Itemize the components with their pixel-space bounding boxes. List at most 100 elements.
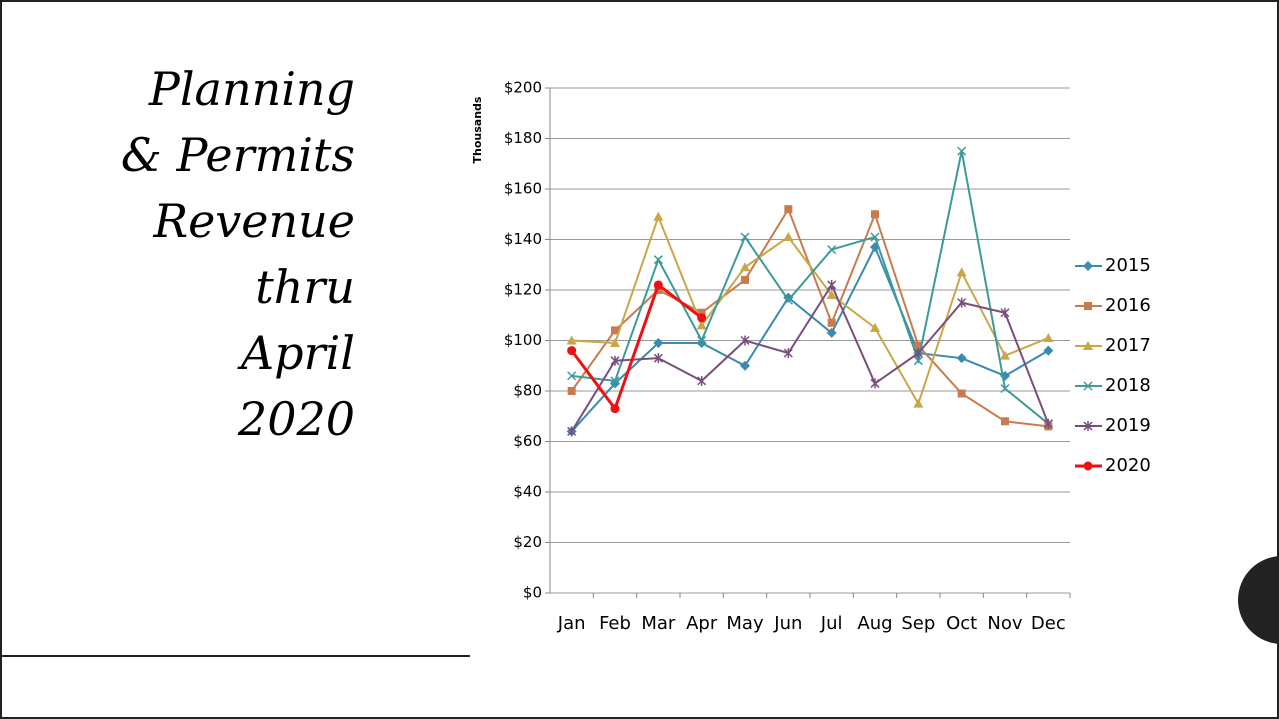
x-tick-label: Sep [901, 613, 935, 634]
legend-label: 2019 [1105, 415, 1151, 436]
marker [567, 387, 576, 395]
x-tick-label: Jan [557, 613, 586, 634]
legend-label: 2017 [1105, 335, 1151, 356]
marker [870, 378, 880, 389]
marker [870, 232, 880, 242]
series-line [570, 282, 1050, 432]
marker [870, 322, 880, 332]
marker [913, 348, 923, 359]
y-tick-label: $80 [513, 382, 542, 400]
legend-marker [1083, 341, 1093, 350]
x-tick-label: Oct [946, 613, 977, 634]
slide-title-line: Revenue [152, 194, 355, 248]
marker [740, 360, 750, 371]
marker [697, 308, 706, 317]
marker [826, 290, 837, 300]
marker [696, 320, 707, 330]
marker [741, 275, 749, 284]
marker [913, 356, 923, 366]
marker [653, 211, 664, 221]
marker [956, 353, 967, 364]
marker [957, 146, 967, 156]
y-tick-label: $100 [504, 331, 542, 349]
marker [740, 232, 750, 242]
marker [567, 346, 577, 356]
x-tick-label: Apr [686, 613, 718, 634]
decor-circle [1238, 556, 1279, 644]
x-tick-label: Dec [1031, 613, 1066, 634]
legend-label: 2018 [1105, 375, 1151, 396]
marker [1000, 350, 1010, 360]
marker [653, 255, 663, 265]
marker [871, 210, 879, 219]
marker [784, 205, 793, 214]
y-tick-label: $40 [513, 483, 542, 501]
x-tick-label: Jul [820, 613, 843, 634]
marker [653, 280, 663, 290]
marker [914, 341, 923, 350]
x-tick-label: Mar [641, 613, 676, 634]
marker [610, 338, 620, 348]
y-tick-label: $60 [513, 432, 542, 450]
marker [610, 376, 620, 386]
y-tick-label: $0 [523, 584, 542, 602]
x-tick-label: Nov [987, 613, 1022, 634]
marker [1000, 307, 1010, 318]
series-line [571, 150, 1049, 425]
y-tick-label: $200 [504, 79, 542, 97]
marker [783, 231, 794, 241]
marker [913, 398, 924, 408]
legend-marker [1083, 381, 1093, 391]
y-tick-label: $20 [513, 533, 542, 551]
x-tick-label: Jun [773, 613, 802, 634]
marker [654, 286, 663, 294]
series-line [571, 213, 1049, 407]
marker [1043, 345, 1054, 356]
marker [610, 404, 620, 414]
y-tick-label: $160 [504, 180, 542, 198]
series-line [570, 244, 1049, 433]
legend-label: 2015 [1105, 255, 1151, 276]
marker [1043, 418, 1053, 429]
legend-marker [1083, 261, 1093, 271]
slide-title-line: & Permits [121, 128, 355, 182]
legend-label: 2020 [1105, 455, 1151, 476]
marker [957, 389, 966, 398]
marker [827, 245, 837, 255]
y-tick-label: $120 [504, 281, 542, 299]
marker [697, 335, 707, 346]
marker [567, 426, 577, 437]
legend-label: 2016 [1105, 295, 1151, 316]
marker [1001, 417, 1009, 426]
x-tick-label: May [726, 613, 764, 634]
marker [653, 353, 663, 364]
marker [696, 338, 707, 349]
legend-marker [1083, 461, 1093, 471]
slide-title-line: 2020 [237, 392, 355, 446]
x-tick-label: Feb [599, 613, 631, 634]
y-axis-label: Thousands [471, 96, 484, 163]
marker [610, 355, 620, 366]
marker [566, 335, 577, 345]
series-line [570, 282, 703, 412]
marker [1043, 332, 1054, 342]
marker [826, 327, 837, 338]
y-tick-label: $180 [504, 129, 542, 147]
slide-title-line: April [237, 326, 355, 380]
legend-marker [1083, 421, 1093, 431]
marker [827, 318, 836, 327]
marker [697, 313, 707, 323]
y-tick-label: $140 [504, 230, 542, 248]
marker [611, 326, 619, 335]
marker [740, 262, 750, 272]
marker [957, 297, 967, 308]
marker [956, 267, 967, 277]
marker [697, 375, 707, 386]
legend-marker [1084, 302, 1092, 310]
slide-title-line: thru [255, 260, 355, 314]
marker [783, 348, 793, 359]
x-tick-label: Aug [857, 613, 892, 634]
marker [1000, 383, 1010, 394]
marker [740, 335, 750, 346]
